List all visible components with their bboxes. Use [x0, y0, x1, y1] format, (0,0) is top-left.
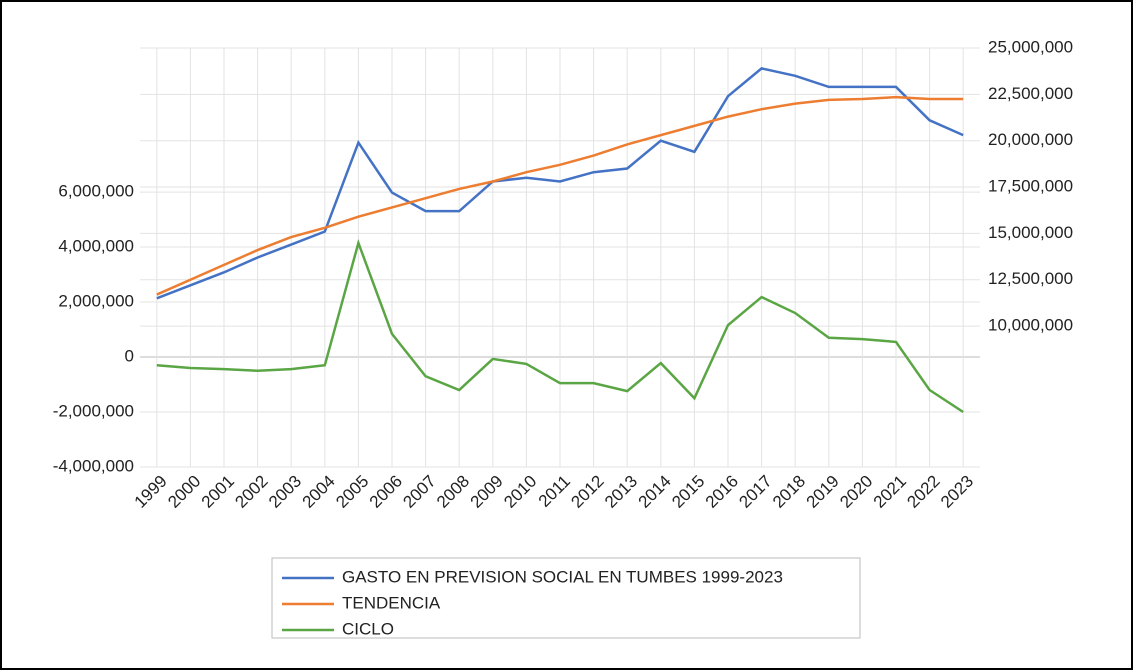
y-tick-label: 0: [125, 347, 134, 366]
series-line: [156, 95, 964, 296]
y2-tick-label: 25,000,000: [988, 37, 1073, 56]
legend-label: CICLO: [342, 619, 394, 638]
series-line: [156, 238, 964, 414]
legend-label: TENDENCIA: [342, 593, 441, 612]
y2-tick-label: 12,500,000: [988, 269, 1073, 288]
series-line: [156, 67, 964, 300]
y2-tick-label: 20,000,000: [988, 130, 1073, 149]
y2-tick-label: 10,000,000: [988, 316, 1073, 335]
y-tick-label: -4,000,000: [53, 456, 134, 475]
y2-tick-label: 15,000,000: [988, 223, 1073, 242]
legend-box: [271, 557, 861, 639]
y-tick-label: 4,000,000: [58, 237, 134, 256]
y-tick-label: 2,000,000: [58, 292, 134, 311]
y-tick-label: 6,000,000: [58, 182, 134, 201]
y2-tick-label: 17,500,000: [988, 177, 1073, 196]
y-tick-label: -2,000,000: [53, 401, 134, 420]
y2-tick-label: 22,500,000: [988, 84, 1073, 103]
legend-label: GASTO EN PREVISION SOCIAL EN TUMBES 1999…: [342, 567, 783, 586]
